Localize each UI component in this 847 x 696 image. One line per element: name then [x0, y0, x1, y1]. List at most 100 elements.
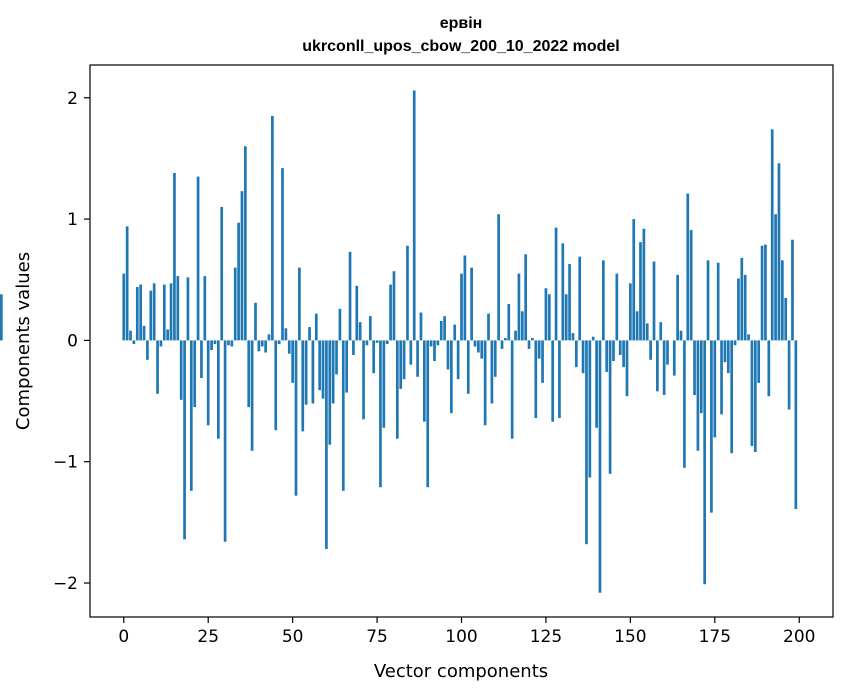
bar-36 [244, 146, 247, 341]
bar-12 [162, 284, 166, 341]
bar-53 [301, 340, 305, 432]
bar-99 [456, 340, 460, 380]
bar-11 [159, 340, 163, 347]
bar-15 [173, 172, 176, 341]
x-axis-label: Vector components [374, 661, 548, 682]
bar-189 [760, 245, 764, 341]
bar-86 [412, 90, 416, 341]
bar-29 [220, 206, 224, 341]
bar-137 [585, 340, 588, 545]
bar-39 [254, 302, 257, 341]
bar-144 [608, 340, 612, 474]
bar-151 [632, 219, 636, 341]
bar-70 [358, 322, 362, 341]
bar-43 [267, 334, 271, 341]
bar-42 [264, 340, 267, 353]
bar-81 [395, 340, 399, 439]
bar-71 [362, 340, 365, 420]
bar-92 [433, 340, 436, 362]
bar-28 [216, 340, 220, 439]
bar-32 [230, 340, 234, 347]
bar-50 [291, 340, 294, 383]
bar-101 [463, 255, 467, 341]
bar-146 [615, 273, 619, 341]
bar-8 [149, 290, 153, 341]
bar-83 [402, 340, 406, 380]
bar-138 [588, 340, 592, 478]
bar-109 [490, 340, 494, 404]
bar-199 [794, 340, 798, 510]
bar-66 [345, 340, 349, 393]
bar-113 [504, 337, 507, 341]
bar-129 [558, 340, 561, 419]
bar-145 [612, 340, 615, 362]
bar-168 [689, 229, 693, 341]
bar-78 [385, 340, 389, 345]
bar-23 [200, 340, 203, 378]
bar-174 [710, 340, 713, 513]
bar-59 [321, 340, 325, 399]
axes-frame [89, 64, 834, 618]
bar-191 [767, 340, 771, 397]
bar-31 [227, 340, 230, 346]
bar-20 [189, 340, 193, 491]
bar-60 [325, 340, 328, 550]
bar-111 [497, 214, 500, 341]
bar-22 [196, 176, 200, 341]
bar-110 [493, 340, 497, 377]
bar-76 [379, 340, 382, 488]
bar-153 [639, 242, 642, 341]
bar-185 [747, 334, 750, 341]
bar-52 [298, 267, 301, 341]
bar-133 [571, 333, 575, 341]
bar-64 [338, 308, 342, 341]
bar-38 [250, 340, 254, 451]
bar-147 [618, 340, 622, 355]
bar-150 [629, 283, 632, 341]
bar-139 [591, 336, 595, 341]
bars-group [0, 90, 798, 593]
bar-47 [281, 168, 284, 341]
bar-97 [450, 340, 453, 414]
bar-160 [662, 340, 666, 395]
bar-124 [541, 340, 544, 383]
bar-187 [753, 340, 757, 452]
bar-152 [635, 311, 639, 341]
bar-157 [652, 261, 656, 341]
x-axis-ticks: 0 25 50 75 100 125 150 175 200 [118, 617, 815, 647]
chart-subtitle: ukrconll_upos_cbow_200_10_2022 model [302, 38, 619, 55]
bar-74 [372, 340, 376, 374]
bar-192 [770, 129, 774, 341]
bar-34 [237, 222, 240, 341]
bar-154 [642, 228, 646, 341]
bar-91 [429, 340, 433, 347]
bar-178 [723, 340, 727, 363]
bar-132 [568, 263, 571, 341]
bar-48 [284, 328, 288, 341]
bar-63 [335, 340, 338, 375]
bar-108 [487, 313, 490, 341]
bar-30 [223, 340, 227, 542]
bar-156 [649, 340, 652, 360]
bar-175 [713, 340, 717, 438]
bar-96 [446, 340, 450, 370]
bar-188 [757, 340, 761, 383]
bar-73 [368, 316, 372, 341]
bar-180 [730, 340, 734, 454]
bar-135 [578, 256, 582, 341]
bar-2 [129, 330, 132, 341]
x-tick-label-25: 25 [197, 627, 219, 647]
x-tick-label-150: 150 [614, 627, 646, 647]
bar-27 [213, 340, 217, 345]
bar-128 [554, 227, 558, 341]
bar-68 [352, 340, 355, 355]
bar-82 [399, 340, 403, 389]
x-tick-label-50: 50 [282, 627, 304, 647]
bar-127 [551, 340, 555, 422]
bar-10 [156, 340, 159, 394]
bar-25 [206, 340, 210, 426]
bar-198 [791, 239, 794, 341]
bar-141 [598, 340, 602, 593]
y-axis-ticks: −2 −1 0 1 2 [53, 89, 90, 594]
